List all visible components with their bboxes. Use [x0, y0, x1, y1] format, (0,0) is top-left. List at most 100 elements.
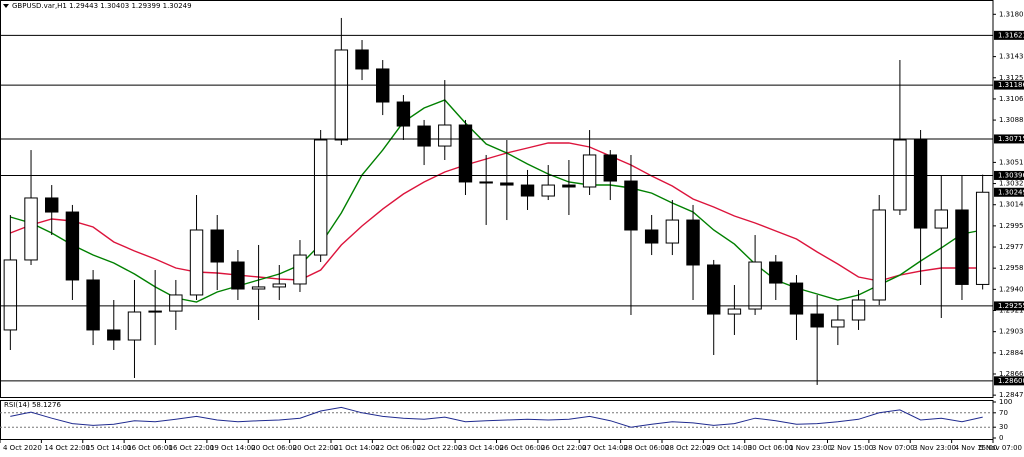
y-tick-label: 100	[999, 398, 1012, 406]
x-tick-label: 4 Oct 2020	[3, 444, 42, 452]
level-label-box	[994, 170, 1024, 180]
candle-body	[603, 154, 617, 182]
y-tick-label: 1.30325	[999, 180, 1024, 188]
rsi-frame	[0, 400, 994, 440]
y-tick-label: 1.31805	[999, 10, 1024, 18]
candle-body	[458, 124, 473, 183]
x-tick-label: 27 Oct 14:00	[582, 444, 628, 452]
candle-body	[624, 180, 638, 231]
level-label: 1.31186	[998, 81, 1024, 89]
y-tick-label: 1.29585	[999, 264, 1024, 272]
candle-body	[313, 139, 328, 256]
candle-body	[86, 279, 100, 331]
y-tick-label: 1.31435	[999, 53, 1024, 61]
candle-body	[686, 219, 700, 266]
y-tick-label: 1.28660	[999, 370, 1024, 378]
x-tick-label: 22 Oct 22:00	[417, 444, 463, 452]
level-label-box	[994, 30, 1024, 40]
x-tick-label: 15 Oct 14:00	[86, 444, 132, 452]
candle-body	[955, 209, 969, 285]
level-label-box	[994, 376, 1024, 386]
x-tick-label: 26 Oct 06:00	[500, 444, 546, 452]
x-tick-label: 5 Nov 07:00	[979, 444, 1022, 452]
x-tick-label: 28 Oct 22:00	[665, 444, 711, 452]
level-label: 1.28600	[998, 377, 1024, 385]
x-tick-label: 26 Oct 22:00	[541, 444, 587, 452]
candle-body	[355, 49, 369, 70]
candle-body	[541, 184, 555, 197]
candle-body	[251, 286, 266, 290]
candle-body	[396, 101, 411, 127]
level-label-box	[994, 80, 1024, 90]
y-tick-label: 1.29215	[999, 307, 1024, 315]
candle-body	[872, 209, 886, 301]
moving-average	[10, 142, 983, 282]
candle-body	[769, 261, 783, 284]
y-tick-label: 1.30140	[999, 201, 1024, 209]
candle-body	[3, 259, 18, 331]
candle-body	[727, 308, 742, 315]
candle-body	[189, 229, 204, 296]
y-tick-label: 1.29770	[999, 243, 1024, 251]
y-tick-label: 1.31250	[999, 74, 1024, 82]
chart-title: GBPUSD.var,H1 1.29443 1.30403 1.29399 1.…	[12, 2, 192, 10]
y-tick-label: 1.31065	[999, 95, 1024, 103]
candle-body	[562, 184, 576, 188]
candle-body	[520, 184, 535, 197]
x-tick-label: 4 Nov 15:00	[955, 444, 998, 452]
level-label: 1.30396	[998, 171, 1024, 179]
price-label: 1.30249	[998, 188, 1024, 196]
candle-body	[210, 229, 224, 263]
x-tick-label: 23 Oct 14:00	[458, 444, 504, 452]
candle-body	[665, 219, 680, 244]
main-frame	[0, 0, 994, 398]
level-label-box	[994, 301, 1024, 311]
candle-body	[479, 181, 493, 184]
y-tick-label: 1.29400	[999, 285, 1024, 293]
candle-body	[500, 182, 514, 186]
x-tick-label: 2 Nov 15:00	[831, 444, 874, 452]
candle-body	[851, 299, 866, 321]
candle-body	[107, 329, 121, 341]
candle-body	[148, 310, 162, 313]
candle-body	[24, 197, 38, 261]
candle-body	[934, 209, 948, 229]
candle-body	[169, 294, 183, 312]
price-label-box	[994, 187, 1024, 197]
x-tick-label: 14 Oct 22:00	[44, 444, 90, 452]
candle-body	[45, 197, 59, 213]
symbol-marker	[3, 4, 9, 8]
y-tick-label: 1.28475	[999, 391, 1024, 399]
y-tick-label: 1.28845	[999, 349, 1024, 357]
y-tick-label: 70	[999, 409, 1008, 417]
candle-body	[913, 139, 928, 229]
level-label: 1.30715	[998, 135, 1024, 143]
candle-body	[789, 282, 804, 315]
x-tick-label: 29 Oct 14:00	[706, 444, 752, 452]
candle-body	[293, 254, 307, 285]
candle-body	[438, 124, 452, 147]
candle-body	[831, 319, 845, 328]
candle-body	[748, 261, 762, 310]
level-label-box	[994, 134, 1024, 144]
rsi-line	[10, 406, 983, 428]
y-tick-label: 0	[999, 434, 1003, 442]
x-tick-label: 1 Nov 23:00	[789, 444, 832, 452]
x-tick-label: 28 Oct 06:00	[624, 444, 670, 452]
candle-body	[127, 311, 142, 341]
candle-body	[707, 264, 721, 315]
x-tick-label: 30 Oct 06:00	[748, 444, 794, 452]
y-tick-label: 30	[999, 423, 1008, 431]
candle-body	[644, 229, 659, 244]
x-tick-label: 16 Oct 06:00	[127, 444, 173, 452]
x-tick-label: 16 Oct 22:00	[169, 444, 215, 452]
candle-body	[975, 191, 990, 285]
candle-body	[65, 211, 80, 281]
candle-body	[582, 154, 597, 188]
y-tick-label: 1.30880	[999, 116, 1024, 124]
candle-body	[231, 261, 245, 290]
y-tick-label: 1.30510	[999, 158, 1024, 166]
